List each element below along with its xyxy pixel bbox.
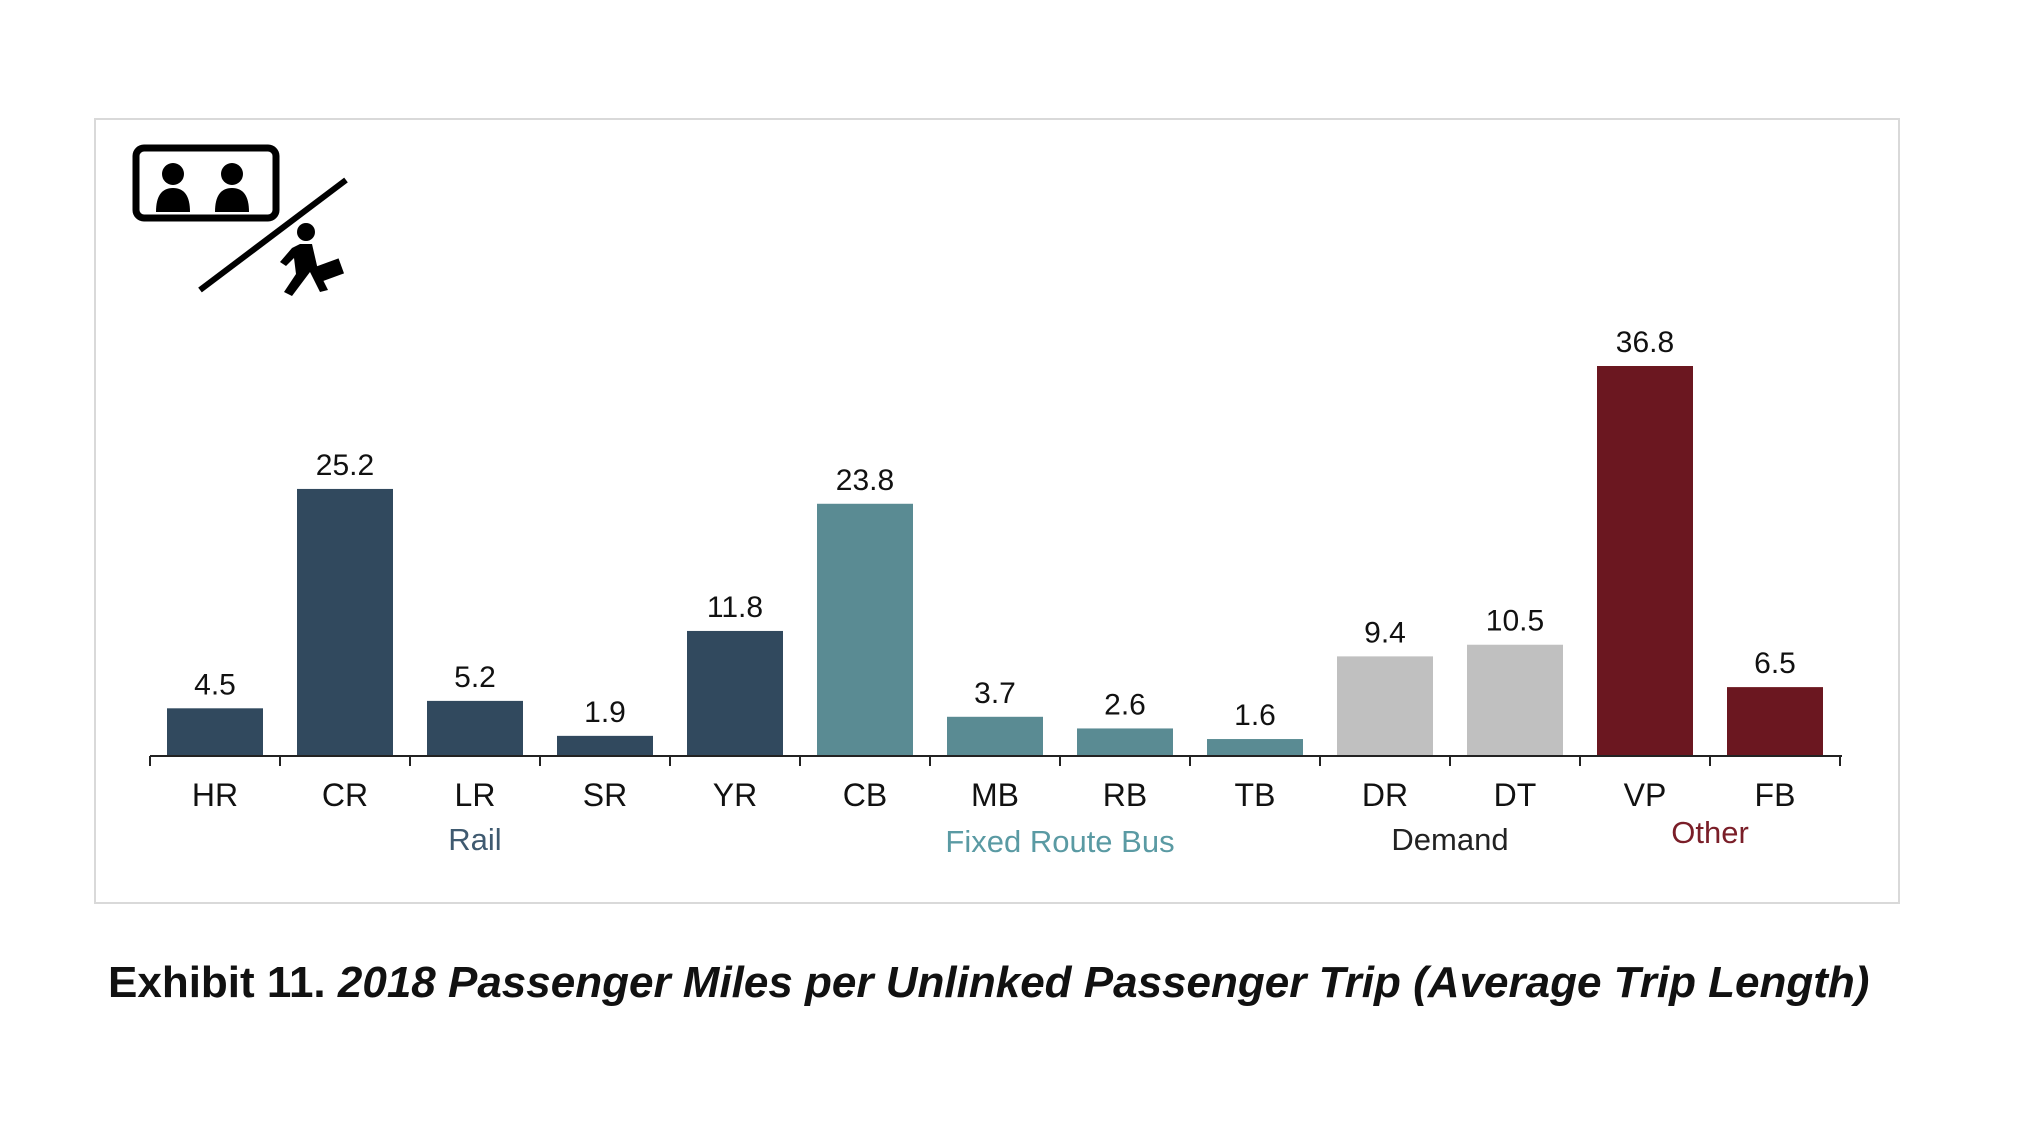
bar-mb: [947, 716, 1043, 756]
value-label-hr: 4.5: [194, 668, 236, 701]
value-label-fb: 6.5: [1754, 647, 1796, 680]
bar-fb: [1727, 687, 1823, 756]
chart-caption: Exhibit 11. 2018 Passenger Miles per Unl…: [108, 958, 1869, 1008]
value-label-tb: 1.6: [1234, 699, 1276, 732]
tick-label-sr: SR: [583, 777, 627, 813]
group-label-demand: Demand: [1391, 822, 1508, 857]
tick-label-hr: HR: [192, 777, 238, 813]
value-label-cb: 23.8: [836, 464, 894, 497]
bar-cr: [297, 488, 393, 756]
chart-frame: 4.5 HR 25.2 CR 5.2 LR 1.9 SR 11.8 YR 23.8 CB 3.7 MB 2.…: [94, 118, 1900, 904]
bar-lr: [427, 700, 523, 756]
tick-label-dr: DR: [1362, 777, 1408, 813]
tick-label-lr: LR: [455, 777, 496, 813]
bar-rb: [1077, 728, 1173, 756]
value-label-dr: 9.4: [1364, 616, 1406, 649]
tick-label-cb: CB: [843, 777, 887, 813]
bar-cb: [817, 503, 913, 756]
bar-sr: [557, 735, 653, 756]
bar-yr: [687, 630, 783, 756]
tick-label-dt: DT: [1494, 777, 1537, 813]
value-label-lr: 5.2: [454, 661, 496, 694]
value-label-yr: 11.8: [707, 591, 763, 624]
value-label-cr: 25.2: [316, 449, 374, 482]
tick-label-tb: TB: [1235, 777, 1276, 813]
passengers-per-trip-icon: [132, 144, 348, 296]
bar-dt: [1467, 644, 1563, 756]
value-label-sr: 1.9: [584, 696, 626, 729]
caption-label: Exhibit 11.: [108, 958, 326, 1007]
bar-chart: 4.5 HR 25.2 CR 5.2 LR 1.9 SR 11.8 YR 23.8 CB 3.7 MB 2.…: [132, 144, 1842, 859]
group-label-fixed-route-bus: Fixed Route Bus: [945, 824, 1174, 859]
tick-label-mb: MB: [971, 777, 1019, 813]
bar-tb: [1207, 739, 1303, 756]
value-label-vp: 36.8: [1616, 326, 1674, 359]
bar-dr: [1337, 656, 1433, 756]
tick-label-vp: VP: [1624, 777, 1667, 813]
tick-label-cr: CR: [322, 777, 368, 813]
bar-hr: [167, 708, 263, 756]
group-label-other: Other: [1671, 815, 1749, 850]
tick-label-rb: RB: [1103, 777, 1147, 813]
caption-title: 2018 Passenger Miles per Unlinked Passen…: [337, 958, 1870, 1007]
tick-label-fb: FB: [1755, 777, 1796, 813]
group-label-rail: Rail: [448, 822, 501, 857]
bar-vp: [1597, 366, 1693, 756]
value-label-rb: 2.6: [1104, 688, 1146, 721]
value-label-dt: 10.5: [1486, 605, 1544, 638]
tick-label-yr: YR: [713, 777, 757, 813]
value-label-mb: 3.7: [974, 677, 1016, 710]
